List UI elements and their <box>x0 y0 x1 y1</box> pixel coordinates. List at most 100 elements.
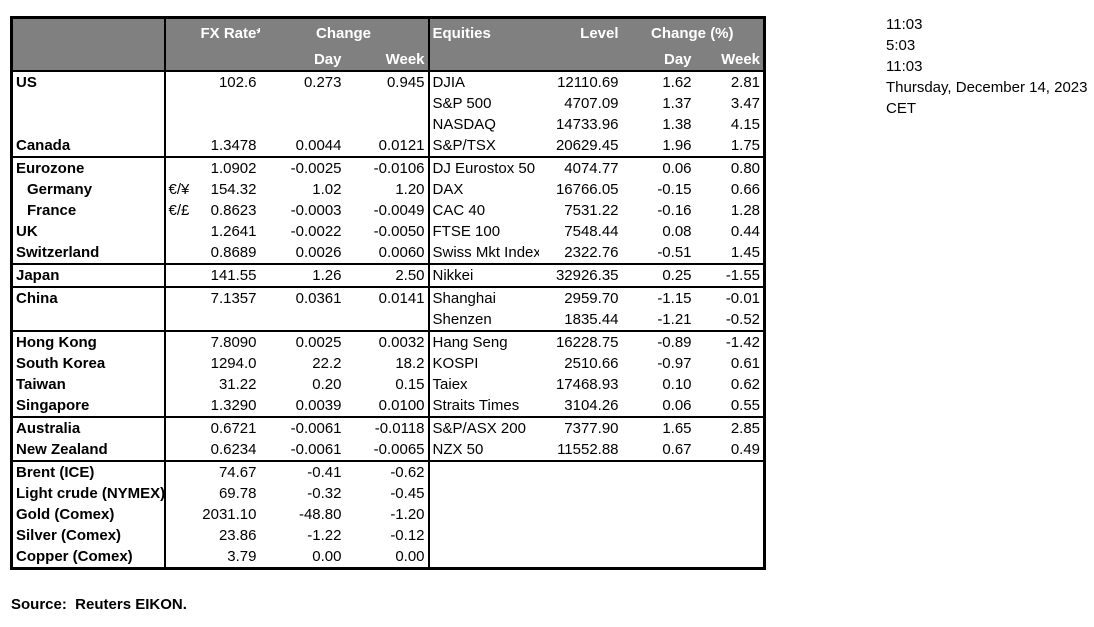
equity-name-cell: S&P/TSX <box>427 135 539 157</box>
fx-pair-cell <box>163 156 198 179</box>
fx-week-cell: 1.20 <box>395 181 425 198</box>
fx-label-cell: Switzerland <box>16 244 100 261</box>
table-row: UK 1.2641 -0.0022 -0.0050 FTSE 100 7548.44 0.0… <box>12 221 765 242</box>
fx-pair-cell <box>163 114 198 135</box>
fx-rate-cell: 1294.0 <box>210 355 257 372</box>
equity-week-cell: -0.52 <box>725 311 761 328</box>
fx-label-cell: Silver (Comex) <box>16 527 122 544</box>
equity-week-cell: 1.75 <box>730 137 761 154</box>
equity-day-cell: 0.10 <box>662 376 692 393</box>
header-blank-cell <box>163 49 198 72</box>
market-table-container: FX Rate* Change Equities Level Change (%… <box>10 16 767 570</box>
fx-week-cell: 18.2 <box>395 355 425 372</box>
equity-day-cell: 1.62 <box>662 74 692 91</box>
equities-week-header: Week <box>694 49 765 72</box>
table-row: Silver (Comex) 23.86 -1.22 -0.12 <box>12 525 765 546</box>
fx-label-cell <box>12 114 165 135</box>
equity-name-cell <box>427 546 539 569</box>
equity-day-cell: 0.08 <box>662 223 692 240</box>
fx-day-cell: -0.0003 <box>290 202 342 219</box>
equity-day-cell: -0.16 <box>657 202 692 219</box>
fx-rate-cell: 0.6234 <box>210 441 257 458</box>
market-table: FX Rate* Change Equities Level Change (%… <box>10 16 767 570</box>
fx-week-cell: 0.0032 <box>344 330 429 353</box>
table-row: France €/£ 0.8623 -0.0003 -0.0049 CAC 40 7531.… <box>12 200 765 221</box>
table-row: Canada 1.3478 0.0044 0.0121 S&P/TSX 20629.45 1… <box>12 135 765 157</box>
equity-day-cell: -0.51 <box>657 244 692 261</box>
fx-label-cell: China <box>11 286 165 309</box>
fx-pair-cell <box>163 416 198 439</box>
fx-rate-cell <box>198 309 260 331</box>
equity-day-cell <box>622 525 695 546</box>
time-secondary: 5:03 <box>886 37 916 54</box>
equity-week-cell: 0.44 <box>730 223 761 240</box>
equity-week-cell: 0.55 <box>730 397 761 414</box>
fx-pair-cell <box>163 504 198 525</box>
fx-label-cell: Singapore <box>16 397 90 414</box>
fx-pair-cell <box>163 242 198 264</box>
equity-name-cell: Swiss Mkt Index <box>427 242 539 264</box>
fx-week-cell: 0.0141 <box>344 286 429 309</box>
equity-name-cell: DJ Eurostox 50 <box>427 156 539 179</box>
footer-notes: Source: Reuters EIKON. * FX Rate for USD… <box>11 552 778 627</box>
fx-week-cell <box>345 93 429 114</box>
equity-level-cell: 20629.45 <box>555 137 619 154</box>
fx-rate-cell: 102.6 <box>218 74 257 91</box>
header-blank-cell <box>197 49 260 72</box>
fx-pair-cell <box>163 395 198 417</box>
fx-rate-cell: 0.8623 <box>210 202 257 219</box>
fx-label-cell: UK <box>16 223 38 240</box>
fx-day-cell: -48.80 <box>298 506 342 523</box>
fx-week-cell: -0.0106 <box>344 156 429 179</box>
time-tertiary: 11:03 <box>886 58 923 75</box>
equity-day-cell <box>622 504 695 525</box>
equity-day-cell: 0.25 <box>621 263 695 287</box>
fx-label-cell: Germany <box>27 181 93 198</box>
fx-rate-cell: 1.0902 <box>197 156 260 179</box>
equity-day-cell: -0.15 <box>657 181 692 198</box>
table-row: Singapore 1.3290 0.0039 0.0100 Straits Times… <box>12 395 765 417</box>
fx-rate-cell: 69.78 <box>218 485 257 502</box>
fx-pair-cell <box>163 525 198 546</box>
equity-week-cell: 0.62 <box>730 376 761 393</box>
equity-name-cell <box>427 483 539 504</box>
fx-pair-cell <box>163 374 198 395</box>
fx-pair-cell: €/¥ <box>163 179 198 200</box>
equity-week-cell: 2.81 <box>730 74 761 91</box>
equity-week-cell: 2.85 <box>694 416 765 439</box>
fx-rate-header: FX Rate* <box>197 17 260 49</box>
header-row-1: FX Rate* Change Equities Level Change (%… <box>11 17 765 49</box>
fx-day-cell: -1.22 <box>307 527 342 544</box>
fx-day-cell: 0.0025 <box>259 330 345 353</box>
fx-pair-cell <box>163 309 198 331</box>
fx-label-cell: Light crude (NYMEX) <box>16 485 165 502</box>
fx-rate-cell: 3.79 <box>227 548 257 565</box>
fx-pair-cell: €/£ <box>163 200 198 221</box>
equity-name-cell: Taiex <box>427 374 539 395</box>
fx-week-cell: 0.00 <box>395 548 425 565</box>
fx-rate-cell: 0.8689 <box>210 244 257 261</box>
equity-name-cell: KOSPI <box>427 353 539 374</box>
equity-day-cell: 1.96 <box>662 137 692 154</box>
fx-week-cell: 0.0121 <box>378 137 425 154</box>
table-row: Japan 141.55 1.26 2.50 Nikkei 32926.35 0.25 -1.… <box>11 263 765 287</box>
fx-week-cell: -0.0118 <box>344 416 429 439</box>
equity-level-cell: 4707.09 <box>564 95 619 112</box>
equity-week-cell: 0.66 <box>730 181 761 198</box>
table-row: Taiwan 31.22 0.20 0.15 Taiex 17468.93 0.10 0.62 <box>12 374 765 395</box>
fx-week-cell: -0.62 <box>344 460 429 483</box>
fx-pair-cell <box>163 286 198 309</box>
table-row: Germany €/¥ 154.32 1.02 1.20 DAX 16766.05 -0.15… <box>12 179 765 200</box>
fx-week-cell: -0.0050 <box>373 223 425 240</box>
fx-day-cell: 0.0026 <box>295 244 342 261</box>
fx-label-cell: Eurozone <box>11 156 165 179</box>
fx-rate-cell: 0.6721 <box>197 416 260 439</box>
fx-label-cell: Australia <box>11 416 165 439</box>
equity-level-cell: 2322.76 <box>564 244 619 261</box>
fx-week-cell <box>345 114 429 135</box>
fx-day-header: Day <box>259 49 345 72</box>
header-blank-cell <box>427 49 539 72</box>
equity-week-cell: 4.15 <box>730 116 761 133</box>
header-blank-cell <box>538 49 622 72</box>
